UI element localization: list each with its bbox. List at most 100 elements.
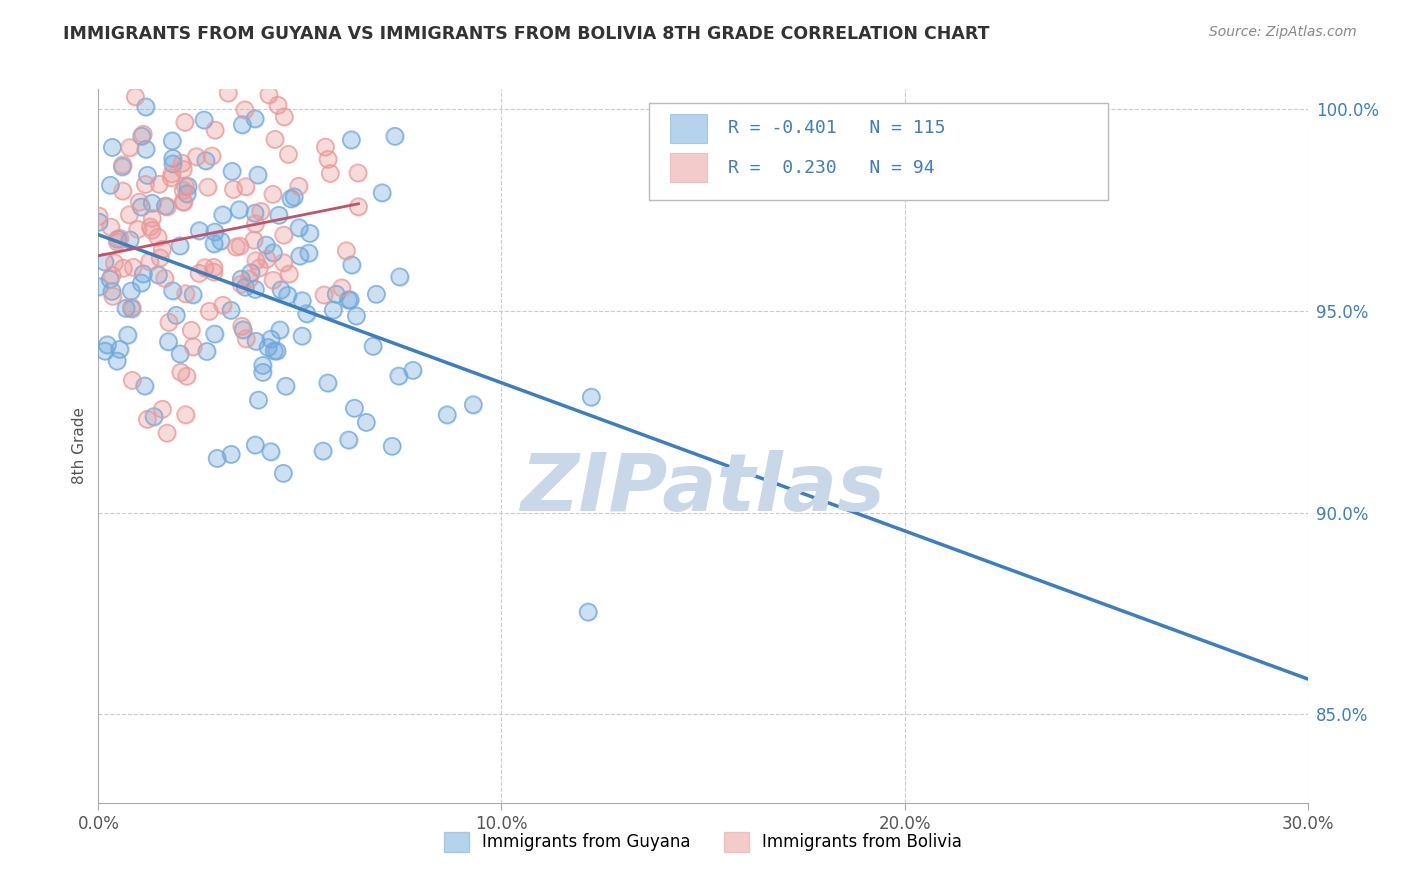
Point [381,439,404,453]
Point [105,235,128,249]
Point [314,140,336,154]
Point [232,323,254,337]
Point [193,112,215,127]
Point [344,309,367,323]
Point [231,277,253,292]
Point [343,401,366,416]
Point [202,265,225,279]
Point [245,438,267,452]
Point [165,309,187,323]
Point [108,343,131,357]
Point [436,408,458,422]
Point [150,242,173,256]
Point [243,233,266,247]
Point [381,439,404,453]
Point [138,254,160,268]
Point [176,186,198,201]
Point [177,179,200,194]
Point [231,272,253,286]
Point [162,157,184,171]
Point [322,302,344,317]
Point [98,272,121,286]
Point [243,206,266,220]
Point [246,168,269,182]
Point [134,379,156,393]
Point [111,184,134,198]
Point [238,272,260,286]
Point [127,222,149,236]
Point [243,206,266,220]
Point [181,340,204,354]
Point [101,268,124,283]
Point [162,284,184,298]
Point [225,240,247,254]
Point [162,152,184,166]
Point [186,149,208,163]
Point [141,223,163,237]
Point [169,239,191,253]
Point [160,170,183,185]
Point [105,354,128,368]
Point [141,211,163,226]
Point [262,245,284,260]
Point [94,344,117,359]
Point [94,344,117,359]
Text: Source: ZipAtlas.com: Source: ZipAtlas.com [1209,25,1357,39]
Point [245,253,267,268]
Point [235,179,257,194]
Point [197,180,219,194]
Point [141,196,163,211]
Point [174,178,197,193]
Point [98,272,121,286]
Point [127,222,149,236]
Point [169,365,191,379]
Point [188,266,211,280]
Point [176,369,198,384]
Point [217,86,239,100]
Point [340,133,363,147]
Point [209,234,232,248]
Point [235,331,257,345]
Point [322,302,344,317]
Point [463,398,485,412]
Point [198,304,221,318]
Point [247,392,270,407]
Point [149,251,172,265]
Point [273,467,295,481]
Point [340,258,363,272]
Point [173,115,195,129]
Point [222,182,245,196]
Point [298,246,321,260]
Point [157,315,180,329]
Point [141,223,163,237]
Point [243,112,266,126]
Point [96,338,118,352]
Point [312,288,335,302]
Point [225,240,247,254]
Point [112,261,135,276]
Point [174,408,197,422]
Point [152,402,174,417]
Point [174,178,197,193]
FancyBboxPatch shape [671,153,707,182]
Point [270,283,292,297]
Point [188,224,211,238]
Point [188,266,211,280]
Point [233,280,256,294]
Point [194,153,217,168]
Point [256,252,278,267]
Point [96,338,118,352]
Point [262,245,284,260]
Point [266,343,288,358]
Point [228,202,250,217]
Point [173,194,195,209]
Point [277,147,299,161]
Point [316,376,339,390]
Point [135,142,157,156]
Point [273,255,295,269]
Point [160,167,183,181]
Point [576,605,599,619]
Point [101,268,124,283]
Point [160,134,183,148]
Point [172,194,194,209]
